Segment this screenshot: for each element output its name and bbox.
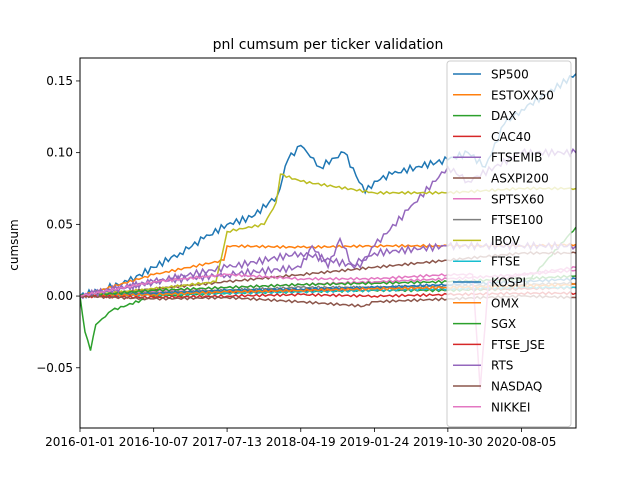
legend-label: FTSE: [491, 255, 520, 269]
legend-label: FTSE_JSE: [491, 338, 545, 352]
plot-frame: [79, 57, 577, 429]
x-tick-label: 2019-10-30: [413, 435, 483, 449]
legend-label: ASXPI200: [491, 172, 549, 186]
y-tick-label: 0.15: [46, 74, 73, 88]
legend-label: KOSPI: [491, 276, 526, 290]
legend-label: NASDAQ: [491, 380, 542, 394]
legend-label: SGX: [491, 317, 516, 331]
legend-label: OMX: [491, 296, 519, 310]
legend-label: FTSEMIB: [491, 151, 542, 165]
legend-label: FTSE100: [491, 213, 543, 227]
x-tick-label: 2016-01-01: [45, 435, 115, 449]
x-tick-label: 2018-04-19: [266, 435, 336, 449]
legend-label: SPTSX60: [491, 192, 544, 206]
y-tick-label: 0.10: [46, 146, 73, 160]
chart-title: pnl cumsum per ticker validation: [213, 37, 444, 53]
y-tick-label: 0.00: [46, 289, 73, 303]
x-tick-label: 2016-10-07: [119, 435, 189, 449]
y-tick-label: 0.05: [46, 217, 73, 231]
x-tick-label: 2019-01-24: [340, 435, 410, 449]
legend: SP500 ESTOXX50 DAX CAC40 FTSEMIB ASXPI200 SPTS…: [446, 60, 572, 428]
y-tick-label: −0.05: [36, 361, 73, 375]
legend-label: DAX: [491, 109, 516, 123]
y-axis: −0.05 0.00 0.05 0.10 0.15: [36, 74, 80, 375]
legend-label: CAC40: [491, 130, 531, 144]
x-axis: 2016-01-01 2016-10-07 2017-07-13 2018-04-19…: [45, 428, 556, 449]
legend-label: RTS: [491, 359, 513, 373]
legend-label: IBOV: [491, 234, 521, 248]
legend-label: NIKKEI: [491, 400, 530, 414]
legend-label: ESTOXX50: [491, 88, 554, 102]
y-axis-label: cumsum: [7, 219, 21, 270]
x-tick-label: 2020-08-05: [487, 435, 557, 449]
legend-box: [446, 60, 572, 428]
x-tick-label: 2017-07-13: [192, 435, 262, 449]
legend-label: SP500: [491, 68, 529, 82]
